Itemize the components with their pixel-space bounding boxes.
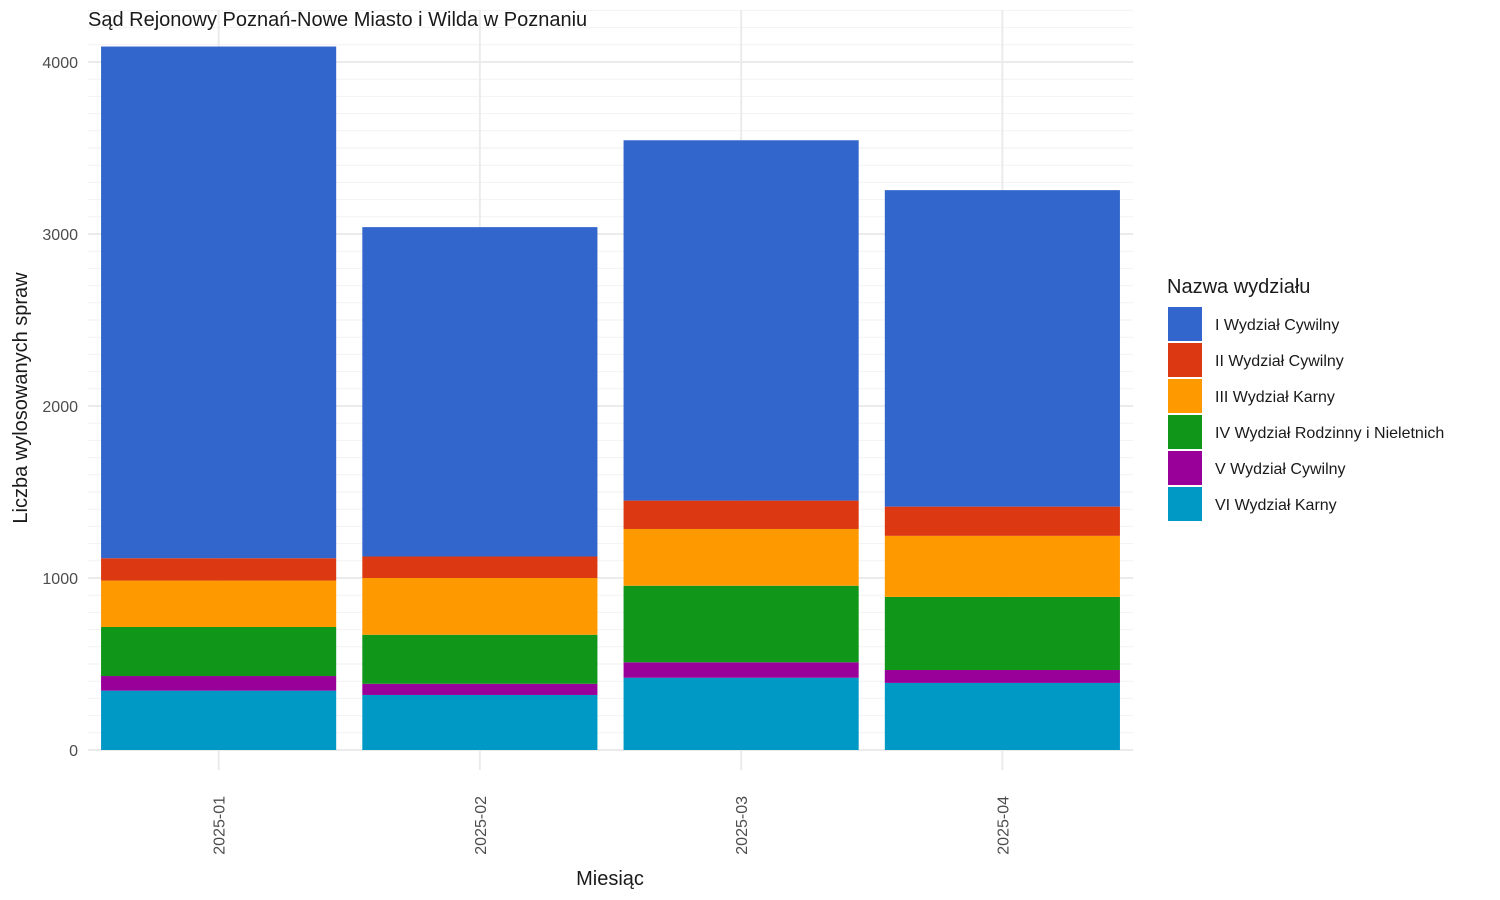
bar-segment	[101, 690, 337, 750]
y-tick-label: 4000	[42, 55, 78, 72]
bar-segment	[623, 662, 859, 678]
bar-segment	[884, 190, 1120, 507]
x-axis-ticks: 2025-01 2025-02 2025-03 2025-04	[212, 796, 1013, 855]
legend-swatch	[1168, 307, 1202, 341]
bar-segment	[362, 634, 598, 684]
x-tick-label: 2025-04	[995, 796, 1012, 855]
bar-segment	[101, 46, 337, 559]
x-tick-label: 2025-01	[212, 796, 229, 855]
legend-label: II Wydział Cywilny	[1215, 353, 1344, 370]
bars	[101, 46, 1120, 750]
bar-segment	[101, 558, 337, 581]
bar-segment	[362, 694, 598, 750]
y-tick-label: 2000	[42, 399, 78, 416]
legend-label: IV Wydział Rodzinny i Nieletnich	[1215, 425, 1444, 442]
y-axis-ticks: 0 1000 2000 3000 4000	[42, 55, 78, 760]
bar-segment	[623, 528, 859, 586]
bar-segment	[362, 227, 598, 557]
bar-segment	[362, 578, 598, 635]
bar-segment	[884, 535, 1120, 597]
bar-segment	[623, 677, 859, 750]
legend-label: III Wydział Karny	[1215, 389, 1335, 406]
chart-title: Sąd Rejonowy Poznań-Nowe Miasto i Wilda …	[88, 9, 587, 31]
bar-segment	[101, 580, 337, 628]
legend-title: Nazwa wydziału	[1167, 276, 1310, 298]
bar-segment	[101, 627, 337, 677]
bar-segment	[884, 670, 1120, 683]
legend-swatch	[1168, 379, 1202, 413]
y-tick-label: 0	[69, 743, 78, 760]
legend-label: VI Wydział Karny	[1215, 497, 1337, 514]
x-axis-title: Miesiąc	[576, 868, 644, 890]
legend: Nazwa wydziału I Wydział Cywilny II Wydzi…	[1167, 276, 1444, 521]
y-tick-label: 1000	[42, 571, 78, 588]
legend-swatch	[1168, 343, 1202, 377]
bar-segment	[362, 683, 598, 695]
legend-swatch	[1168, 415, 1202, 449]
y-tick-label: 3000	[42, 227, 78, 244]
bar-segment	[623, 585, 859, 663]
legend-label: V Wydział Cywilny	[1215, 461, 1346, 478]
bar-segment	[884, 682, 1120, 750]
bar-segment	[884, 506, 1120, 536]
legend-swatch	[1168, 487, 1202, 521]
legend-swatch	[1168, 451, 1202, 485]
bar-segment	[362, 556, 598, 578]
bar-segment	[101, 676, 337, 691]
x-tick-label: 2025-02	[473, 796, 490, 855]
bar-segment	[884, 596, 1120, 671]
bar-segment	[623, 140, 859, 501]
x-tick-label: 2025-03	[734, 796, 751, 855]
legend-label: I Wydział Cywilny	[1215, 317, 1339, 334]
legend-items: I Wydział Cywilny II Wydział Cywilny III W…	[1168, 307, 1444, 521]
bar-segment	[623, 500, 859, 529]
y-axis-title: Liczba wylosowanych spraw	[10, 272, 32, 524]
